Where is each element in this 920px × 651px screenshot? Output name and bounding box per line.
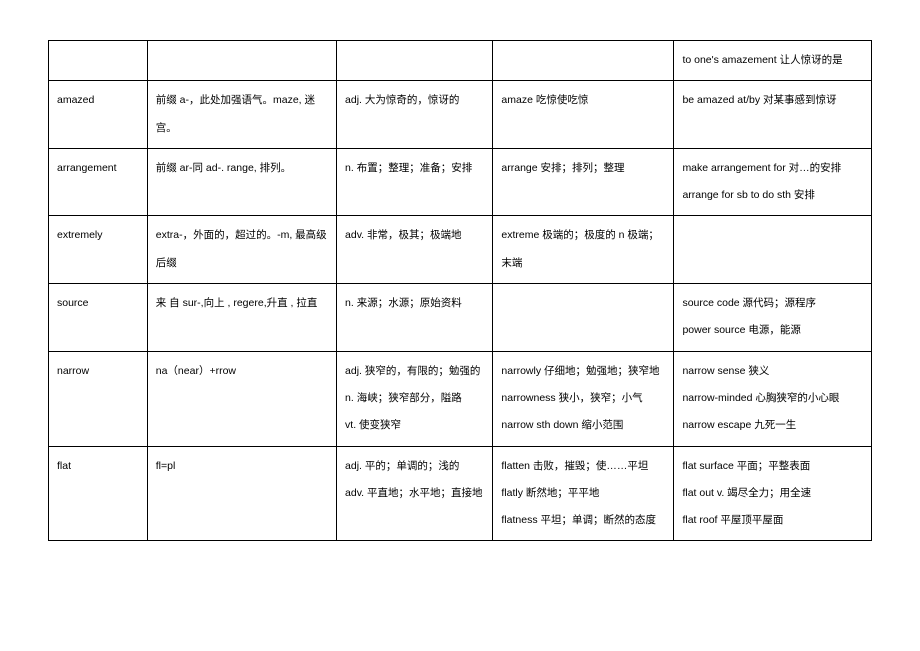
table-row: arrangement 前缀 ar-同 ad-. range, 排列。 n. 布… [49,148,872,216]
cell-phrases: to one's amazement 让人惊讶的是 [674,41,872,81]
cell-related [493,41,674,81]
vocabulary-table: to one's amazement 让人惊讶的是 amazed 前缀 a-，此… [48,40,872,541]
cell-phrases: source code 源代码；源程序power source 电源，能源 [674,284,872,352]
cell-definition: adj. 平的；单调的；浅的adv. 平直地；水平地；直接地 [337,446,493,541]
table-row: flat fl=pl adj. 平的；单调的；浅的adv. 平直地；水平地；直接… [49,446,872,541]
cell-etymology: 前缀 a-，此处加强语气。maze, 迷宫。 [147,81,336,149]
cell-word: narrow [49,351,148,446]
cell-etymology: 前缀 ar-同 ad-. range, 排列。 [147,148,336,216]
table-row: to one's amazement 让人惊讶的是 [49,41,872,81]
cell-related: arrange 安排；排列；整理 [493,148,674,216]
cell-word: extremely [49,216,148,284]
cell-related: extreme 极端的；极度的 n 极端；末端 [493,216,674,284]
cell-etymology: 来 自 sur-,向上 , regere,升直 , 拉直 [147,284,336,352]
cell-related: amaze 吃惊使吃惊 [493,81,674,149]
cell-word: arrangement [49,148,148,216]
cell-word: flat [49,446,148,541]
table-row: source 来 自 sur-,向上 , regere,升直 , 拉直 n. 来… [49,284,872,352]
cell-word: amazed [49,81,148,149]
cell-definition [337,41,493,81]
cell-phrases: be amazed at/by 对某事感到惊讶 [674,81,872,149]
cell-related [493,284,674,352]
cell-phrases [674,216,872,284]
cell-definition: n. 布置；整理；准备；安排 [337,148,493,216]
cell-word [49,41,148,81]
cell-word: source [49,284,148,352]
cell-definition: adj. 狭窄的，有限的；勉强的n. 海峡；狭窄部分，隘路vt. 使变狭窄 [337,351,493,446]
cell-definition: n. 来源；水源；原始资料 [337,284,493,352]
cell-phrases: make arrangement for 对…的安排arrange for sb… [674,148,872,216]
cell-etymology: fl=pl [147,446,336,541]
table-row: narrow na（near）+rrow adj. 狭窄的，有限的；勉强的n. … [49,351,872,446]
table-body: to one's amazement 让人惊讶的是 amazed 前缀 a-，此… [49,41,872,541]
table-row: extremely extra-，外面的，超过的。-m, 最高级后缀 adv. … [49,216,872,284]
table-row: amazed 前缀 a-，此处加强语气。maze, 迷宫。 adj. 大为惊奇的… [49,81,872,149]
cell-etymology: extra-，外面的，超过的。-m, 最高级后缀 [147,216,336,284]
cell-phrases: flat surface 平面；平整表面flat out v. 竭尽全力；用全速… [674,446,872,541]
cell-definition: adv. 非常，极其；极端地 [337,216,493,284]
cell-related: flatten 击败，摧毁；使……平坦flatly 断然地；平平地flatnes… [493,446,674,541]
cell-etymology: na（near）+rrow [147,351,336,446]
cell-related: narrowly 仔细地；勉强地；狭窄地narrowness 狭小，狭窄；小气n… [493,351,674,446]
cell-definition: adj. 大为惊奇的，惊讶的 [337,81,493,149]
cell-phrases: narrow sense 狭义narrow-minded 心胸狭窄的小心眼nar… [674,351,872,446]
cell-etymology [147,41,336,81]
